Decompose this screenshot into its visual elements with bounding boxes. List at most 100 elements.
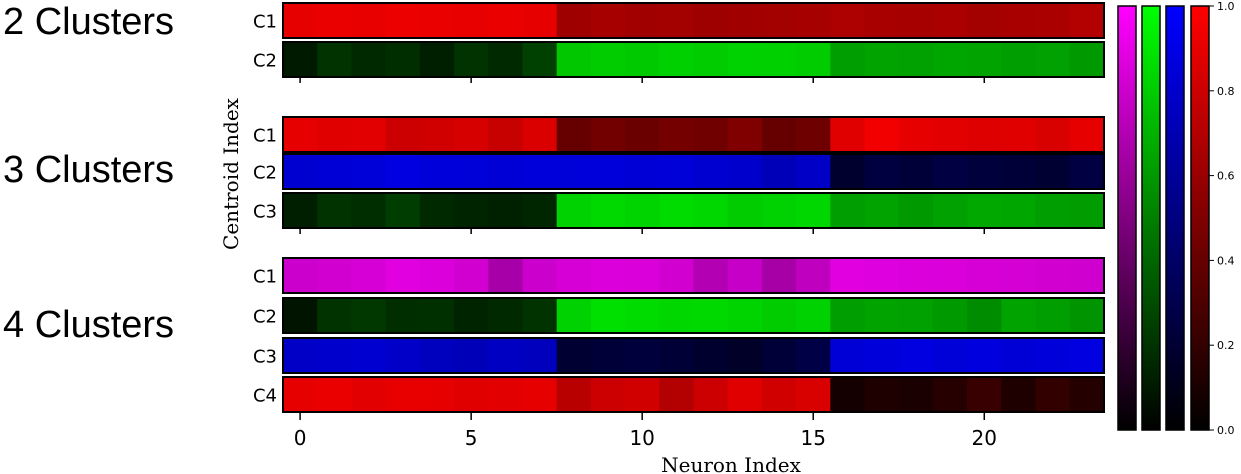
heatmap-cell xyxy=(488,338,524,373)
heatmap-cell xyxy=(454,377,489,412)
heatmap-cell xyxy=(967,193,1002,228)
heatmap-cell xyxy=(419,42,455,77)
heatmap-cell xyxy=(727,258,763,293)
heatmap-cell xyxy=(522,377,558,412)
heatmap-cell xyxy=(351,298,387,333)
heatmap-cell xyxy=(796,3,831,38)
heatmap-cell xyxy=(727,42,763,77)
heatmap-cell xyxy=(556,258,592,293)
heatmap-cell xyxy=(590,154,626,189)
heatmap-cell xyxy=(283,193,318,228)
heatmap-cell xyxy=(693,154,729,189)
heatmap-cell xyxy=(590,193,626,228)
heatmap-cell xyxy=(385,258,421,293)
heatmap-cell xyxy=(761,377,797,412)
heatmap-cell xyxy=(932,377,968,412)
heatmap-cell xyxy=(488,298,524,333)
row-label: C2 xyxy=(253,51,277,72)
row-label: C3 xyxy=(253,202,277,223)
centroid-row: C4 xyxy=(253,376,1105,413)
colorbar-strip xyxy=(1117,5,1137,431)
heatmap-cell xyxy=(488,154,524,189)
heatmap-cell xyxy=(761,193,797,228)
colorbar-tick-label: 0.8 xyxy=(1217,85,1235,98)
heatmap-cell xyxy=(419,154,455,189)
heatmap-cell xyxy=(932,117,968,152)
row-frame xyxy=(282,376,1105,413)
heatmap-cell xyxy=(898,338,934,373)
heatmap-cell xyxy=(522,154,558,189)
heatmap-cell xyxy=(693,298,729,333)
heatmap-cell xyxy=(693,42,729,77)
heatmap-cell xyxy=(1001,3,1037,38)
heatmap-cell xyxy=(625,377,660,412)
heatmap-cell xyxy=(1069,258,1105,293)
heatmap-cell xyxy=(830,377,866,412)
centroid-row: C2 xyxy=(253,297,1105,334)
colorbar-tick-label: 0.6 xyxy=(1217,170,1235,183)
heatmap-cell xyxy=(796,258,831,293)
heatmap-cell xyxy=(522,298,558,333)
heatmap-cell xyxy=(659,154,695,189)
heatmap-cell xyxy=(761,338,797,373)
heatmap-cell xyxy=(898,258,934,293)
heatmap-cell xyxy=(1035,154,1071,189)
cluster-group: 3 Clusters C1 C2 C3 xyxy=(3,116,1105,229)
heatmap-cell xyxy=(419,117,455,152)
heatmap-cell xyxy=(1069,3,1105,38)
heatmap-cell xyxy=(385,377,421,412)
row-frame xyxy=(282,116,1105,153)
heatmap-cell xyxy=(761,298,797,333)
heatmap-cell xyxy=(385,117,421,152)
colorbar-strip xyxy=(1190,5,1210,431)
heatmap-cell xyxy=(761,3,797,38)
heatmap-cell xyxy=(830,117,866,152)
heatmap-cell xyxy=(761,258,797,293)
heatmap-cell xyxy=(385,298,421,333)
heatmap-cell xyxy=(659,298,695,333)
heatmap-cell xyxy=(283,154,318,189)
heatmap-cell xyxy=(761,42,797,77)
heatmap-cell xyxy=(1035,258,1071,293)
heatmap-cell xyxy=(864,42,900,77)
heatmap-cell xyxy=(317,117,353,152)
heatmap-cell xyxy=(454,193,489,228)
heatmap-cell xyxy=(727,3,763,38)
heatmap-cell xyxy=(967,117,1002,152)
heatmap-cell xyxy=(1035,298,1071,333)
heatmap-cell xyxy=(830,3,866,38)
heatmap-cell xyxy=(590,258,626,293)
heatmap-cell xyxy=(1001,258,1037,293)
row-frame xyxy=(282,192,1105,229)
row-label: C2 xyxy=(253,163,277,184)
heatmap-cell xyxy=(864,154,900,189)
heatmap-cell xyxy=(351,258,387,293)
centroid-row: C1 xyxy=(253,2,1105,39)
heatmap-cell xyxy=(317,42,353,77)
heatmap-cell xyxy=(1069,42,1105,77)
row-label: C4 xyxy=(253,386,277,407)
row-frame xyxy=(282,41,1105,78)
heatmap-cell xyxy=(283,338,318,373)
heatmap-cell xyxy=(419,338,455,373)
heatmap-cell xyxy=(385,3,421,38)
heatmap-cell xyxy=(693,377,729,412)
heatmap-cell xyxy=(1069,377,1105,412)
x-tick-label: 20 xyxy=(972,426,997,450)
heatmap-cell xyxy=(590,117,626,152)
heatmap-cell xyxy=(283,377,318,412)
heatmap-cell xyxy=(283,298,318,333)
heatmap-cell xyxy=(454,298,489,333)
heatmap-cell xyxy=(761,154,797,189)
heatmap-cell xyxy=(419,258,455,293)
heatmap-cell xyxy=(522,258,558,293)
heatmap-cell xyxy=(454,42,489,77)
heatmap-cell xyxy=(385,338,421,373)
heatmap-cell xyxy=(898,193,934,228)
heatmap-cell xyxy=(1035,117,1071,152)
heatmap-cell xyxy=(898,154,934,189)
heatmap-cell xyxy=(385,193,421,228)
heatmap-cell xyxy=(625,298,660,333)
heatmap-cell xyxy=(522,193,558,228)
heatmap-cell xyxy=(659,377,695,412)
